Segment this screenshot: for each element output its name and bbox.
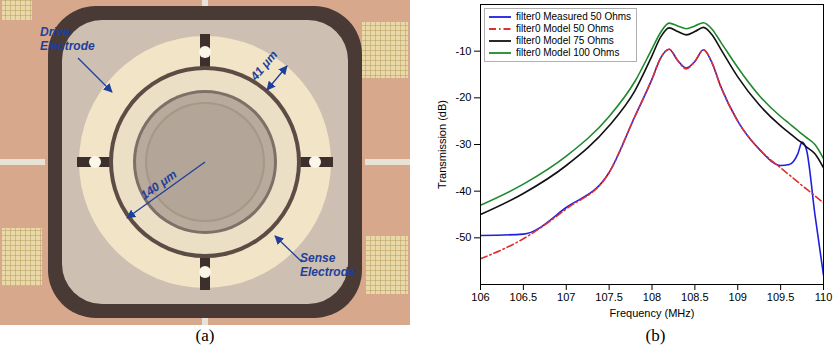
svg-text:Frequency (MHz): Frequency (MHz) [610, 307, 695, 319]
svg-text:109: 109 [729, 291, 747, 303]
svg-text:108.5: 108.5 [681, 291, 709, 303]
html-text:filter0 Model 50 Ohms: filter0 Model 50 Ohms [516, 23, 614, 34]
svg-text:107: 107 [557, 291, 575, 303]
svg-text:108: 108 [643, 291, 661, 303]
svg-text:-40: -40 [456, 185, 472, 197]
svg-text:41 μm: 41 μm [247, 47, 281, 84]
svg-text:110: 110 [815, 291, 833, 303]
html-text:filter0 Model 100 Ohms: filter0 Model 100 Ohms [516, 47, 620, 58]
svg-text:107.5: 107.5 [595, 291, 623, 303]
svg-text:109.5: 109.5 [767, 291, 795, 303]
html-text:(b): (b) [645, 326, 666, 345]
svg-text:-10: -10 [456, 45, 472, 57]
svg-text:-50: -50 [456, 231, 472, 243]
svg-text:Transmission (dB): Transmission (dB) [436, 100, 448, 189]
svg-text:DriveElectrode: DriveElectrode [40, 25, 95, 53]
html-text:filter0 Model 75 Ohms: filter0 Model 75 Ohms [516, 35, 614, 46]
html-text:(a): (a) [195, 326, 215, 345]
svg-text:106.5: 106.5 [510, 291, 538, 303]
svg-text:140 μm: 140 μm [138, 167, 180, 203]
html-text:filter0 Measured 50 Ohms: filter0 Measured 50 Ohms [516, 11, 632, 22]
svg-text:-20: -20 [456, 91, 472, 103]
svg-text:SenseElectrode: SenseElectrode [300, 251, 355, 279]
svg-text:106: 106 [471, 291, 489, 303]
svg-text:-30: -30 [456, 138, 472, 150]
